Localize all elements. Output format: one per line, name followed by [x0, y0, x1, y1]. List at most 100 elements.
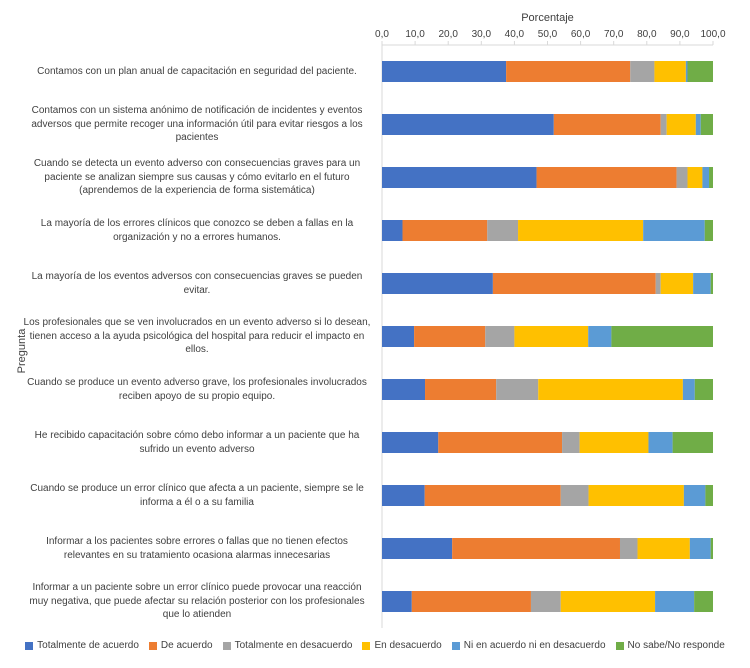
bar-segment — [648, 432, 673, 453]
x-tick-label: 70,0 — [604, 29, 624, 40]
bar-segment — [660, 273, 694, 294]
bar-segment — [710, 273, 713, 294]
legend-item: Ni en acuerdo ni en desacuerdo — [451, 640, 606, 651]
bar-segment — [560, 485, 589, 506]
bar-segment — [643, 220, 705, 241]
legend-item: En desacuerdo — [362, 640, 442, 651]
bar-segment — [536, 167, 677, 188]
x-tick-label: 90,0 — [670, 29, 690, 40]
bar-segment — [694, 379, 713, 400]
legend-label: De acuerdo — [160, 640, 213, 651]
bar-segment — [424, 485, 561, 506]
bar-segment — [438, 432, 563, 453]
legend: Totalmente de acuerdo De acuerdo Totalment… — [0, 640, 750, 651]
legend-swatch — [362, 641, 371, 650]
bar-segment — [619, 538, 638, 559]
bar-segment — [637, 538, 690, 559]
x-tick-label: 50,0 — [538, 29, 558, 40]
bar-segment — [492, 273, 656, 294]
bar-segment — [611, 326, 713, 347]
legend-swatch — [148, 641, 157, 650]
category-label: Cuando se detecta un evento adverso con … — [33, 158, 361, 197]
legend-swatch — [25, 641, 34, 650]
bar-segment — [518, 220, 644, 241]
bar-segment — [682, 379, 695, 400]
bar-segment — [695, 114, 701, 135]
bar-segment — [382, 167, 537, 188]
bar-segment — [655, 591, 695, 612]
bar-segment — [693, 273, 711, 294]
bar-segment — [382, 273, 493, 294]
bar-segment — [452, 538, 620, 559]
bar-segment — [382, 538, 453, 559]
x-tick-label: 10,0 — [405, 29, 425, 40]
legend-label: Ni en acuerdo ni en desacuerdo — [463, 640, 606, 651]
category-label: La mayoría de los eventos adversos con c… — [31, 271, 363, 296]
bar-segment — [687, 167, 703, 188]
legend-label: Totalmente en desacuerdo — [234, 640, 353, 651]
bar-segment — [689, 538, 711, 559]
bar-segment — [685, 61, 688, 82]
category-label: Cuando se produce un error clínico que a… — [30, 483, 364, 508]
bar-segment — [411, 591, 531, 612]
bar-segment — [382, 591, 412, 612]
bar-segment — [654, 61, 686, 82]
legend-label: Totalmente de acuerdo — [37, 640, 139, 651]
bar-segment — [553, 114, 661, 135]
legend-item: Totalmente de acuerdo — [25, 640, 139, 651]
bar-segment — [672, 432, 713, 453]
bar-segment — [705, 485, 713, 506]
x-tick-label: 20,0 — [438, 29, 458, 40]
legend-item: No sabe/No responde — [615, 640, 725, 651]
category-label: La mayoría de los errores clínicos que c… — [40, 218, 354, 243]
category-label: Contamos con un sistema anónimo de notif… — [31, 105, 363, 144]
bar-segment — [579, 432, 649, 453]
x-tick-label: 40,0 — [505, 29, 525, 40]
bar-segment — [655, 273, 661, 294]
bar-segment — [382, 220, 403, 241]
bar-segment — [710, 538, 713, 559]
legend-swatch — [222, 641, 231, 650]
bar-segment — [702, 167, 710, 188]
bar-segment — [709, 167, 713, 188]
bar-segment — [487, 220, 519, 241]
bar-segment — [538, 379, 683, 400]
category-label: He recibido capacitación sobre cómo debo… — [34, 430, 360, 455]
bar-segment — [414, 326, 486, 347]
x-tick-label: 100,0 — [700, 29, 725, 40]
legend-swatch — [451, 641, 460, 650]
bar-segment — [382, 432, 439, 453]
bar-segment — [676, 167, 688, 188]
legend-label: No sabe/No responde — [627, 640, 725, 651]
bar-segment — [562, 432, 580, 453]
category-label: Cuando se produce un evento adverso grav… — [27, 377, 367, 402]
bar-segment — [687, 61, 713, 82]
bar-segment — [683, 485, 706, 506]
bar-segment — [560, 591, 656, 612]
category-label: Contamos con un plan anual de capacitaci… — [37, 65, 357, 77]
bar-segment — [485, 326, 515, 347]
bar-segment — [630, 61, 655, 82]
bar-segment — [666, 114, 696, 135]
bar-segment — [402, 220, 488, 241]
legend-item: Totalmente en desacuerdo — [222, 640, 353, 651]
x-axis-label: Porcentaje — [521, 12, 574, 24]
legend-swatch — [615, 641, 624, 650]
x-tick-label: 60,0 — [571, 29, 591, 40]
bar-segment — [506, 61, 631, 82]
legend-label: En desacuerdo — [374, 640, 442, 651]
bar-segment — [700, 114, 713, 135]
bar-segment — [382, 114, 554, 135]
bar-segment — [588, 485, 684, 506]
bar-segment — [694, 591, 713, 612]
bar-segment — [514, 326, 589, 347]
bar-segment — [704, 220, 713, 241]
bar-segment — [425, 379, 497, 400]
bar-segment — [382, 379, 426, 400]
x-tick-label: 30,0 — [472, 29, 492, 40]
legend-item: De acuerdo — [148, 640, 213, 651]
bar-segment — [496, 379, 539, 400]
category-label: Informar a un paciente sobre un error cl… — [29, 582, 365, 621]
category-label: Los profesionales que se ven involucrado… — [23, 317, 371, 356]
